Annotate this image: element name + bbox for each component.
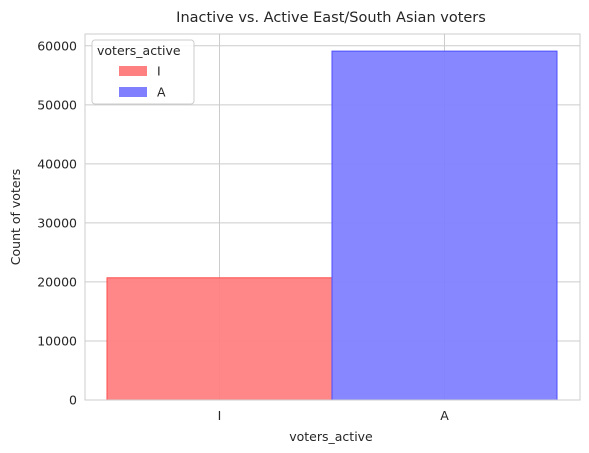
x-tick-label: A [440, 408, 449, 423]
y-tick-label: 0 [69, 393, 77, 408]
y-tick-label: 10000 [37, 333, 77, 348]
y-tick-label: 20000 [37, 274, 77, 289]
y-tick-label: 40000 [37, 156, 77, 171]
legend-swatch [119, 87, 147, 97]
x-tick-label: I [218, 408, 222, 423]
y-axis-label: Count of voters [8, 169, 23, 265]
x-axis-label: voters_active [289, 429, 373, 444]
y-tick-labels: 0 10000 20000 30000 40000 50000 60000 [37, 38, 77, 407]
bars [106, 50, 558, 401]
legend-label: A [157, 85, 166, 100]
plot-frame [84, 33, 581, 401]
y-tick-label: 50000 [37, 97, 77, 112]
legend: voters_active IA [91, 39, 195, 105]
chart-title: Inactive vs. Active East/South Asian vot… [176, 10, 486, 26]
y-tick-label: 60000 [37, 38, 77, 53]
legend-title: voters_active [97, 43, 181, 58]
bar-I [106, 277, 333, 401]
legend-swatch [119, 66, 147, 76]
bar-A [331, 50, 558, 401]
y-tick-label: 30000 [37, 215, 77, 230]
legend-label: I [157, 64, 161, 79]
